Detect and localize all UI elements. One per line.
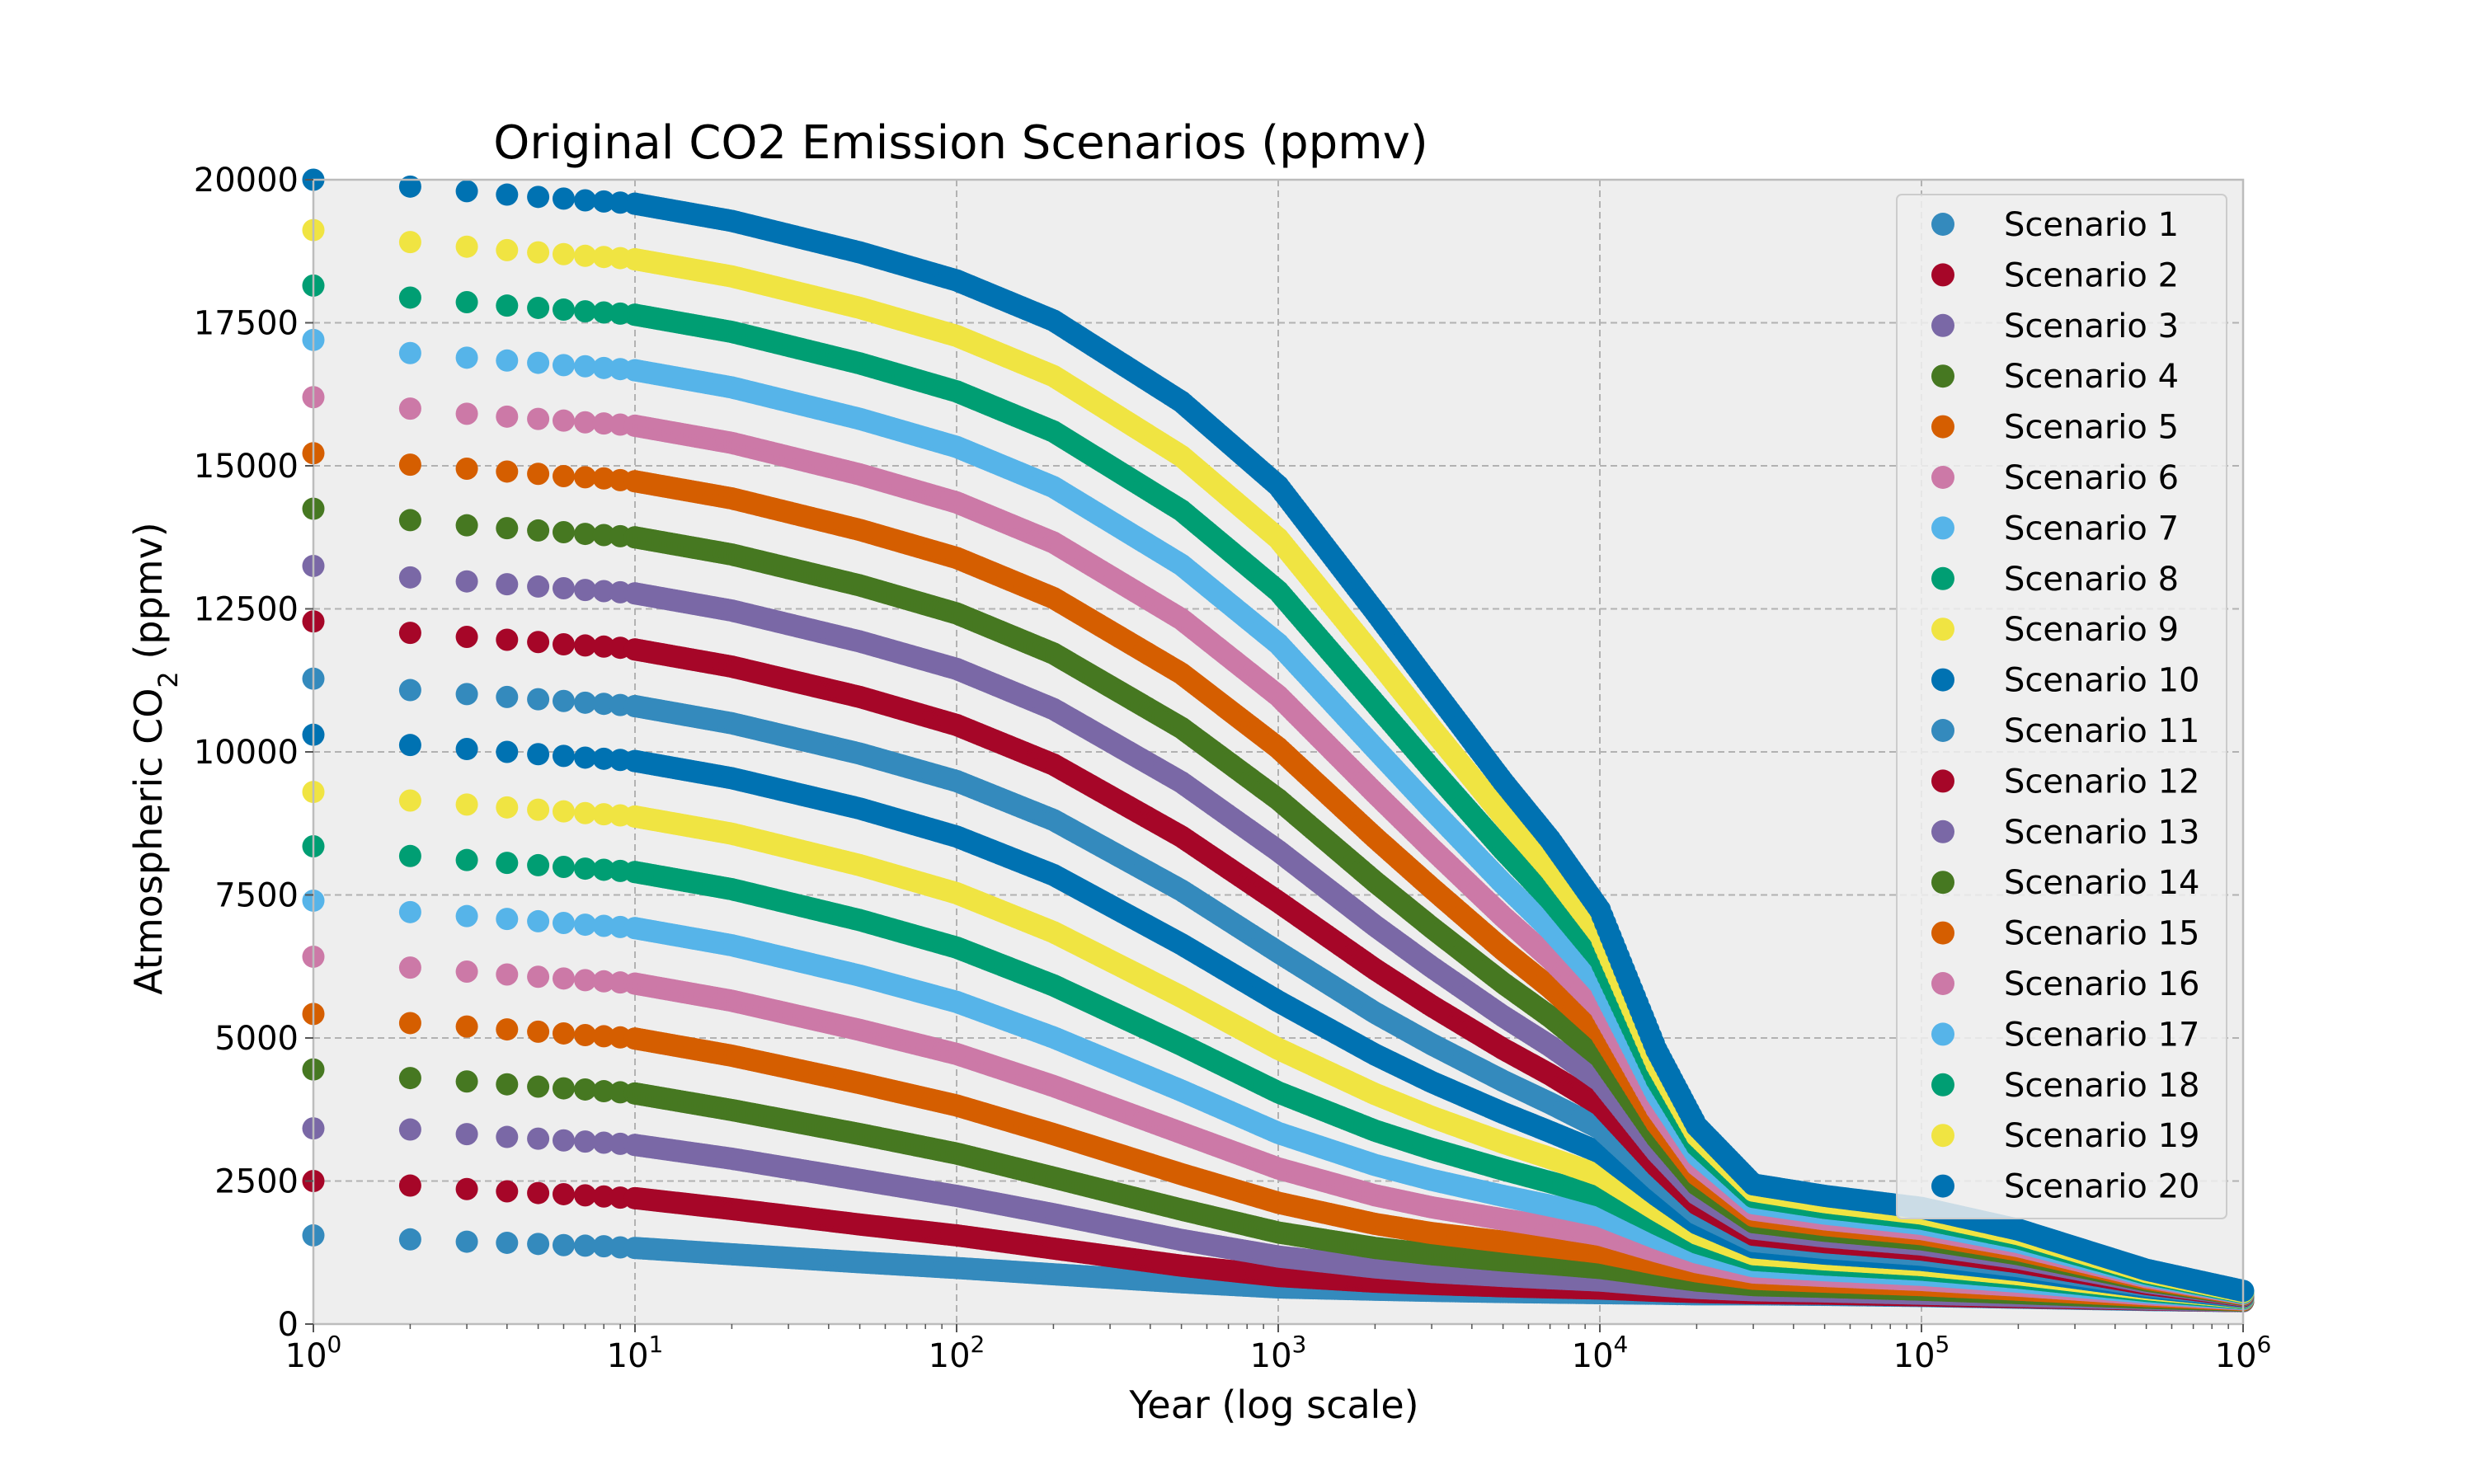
- data-point: [552, 1077, 575, 1100]
- data-point: [398, 1067, 421, 1090]
- data-point: [574, 1234, 597, 1257]
- data-point: [527, 909, 550, 932]
- data-point: [552, 1129, 575, 1152]
- data-point: [552, 912, 575, 935]
- data-point: [527, 798, 550, 821]
- data-point: [496, 1018, 519, 1041]
- data-point: [552, 1233, 575, 1256]
- data-point: [552, 800, 575, 823]
- data-point: [398, 1118, 421, 1141]
- data-series: [302, 168, 2255, 1313]
- data-point: [398, 789, 421, 812]
- data-point: [527, 965, 550, 989]
- data-point: [455, 1177, 478, 1200]
- data-point: [398, 1012, 421, 1035]
- data-point: [552, 1182, 575, 1205]
- data-point: [527, 1020, 550, 1043]
- data-point: [527, 1181, 550, 1205]
- data-point: [574, 1184, 597, 1207]
- data-point: [496, 796, 519, 819]
- data-point: [552, 855, 575, 878]
- data-point: [496, 1073, 519, 1096]
- data-point: [527, 1233, 550, 1256]
- data-point: [527, 853, 550, 876]
- data-point: [455, 904, 478, 928]
- data-point: [592, 1235, 615, 1258]
- data-point: [398, 1174, 421, 1197]
- data-point: [455, 1015, 478, 1038]
- data-point: [552, 1021, 575, 1045]
- data-point: [455, 848, 478, 871]
- data-point: [496, 1231, 519, 1254]
- data-point: [455, 960, 478, 983]
- data-point: [398, 844, 421, 867]
- data-point: [552, 967, 575, 990]
- data-point: [398, 900, 421, 923]
- data-point: [592, 1185, 615, 1208]
- data-point: [527, 1075, 550, 1098]
- data-point: [455, 1123, 478, 1146]
- data-point: [455, 793, 478, 816]
- data-point: [496, 852, 519, 875]
- data-point: [496, 963, 519, 986]
- data-point: [398, 956, 421, 979]
- data-point: [455, 1230, 478, 1253]
- data-point: [496, 1125, 519, 1148]
- data-point: [455, 1070, 478, 1093]
- data-point: [496, 1180, 519, 1203]
- data-point: [496, 908, 519, 931]
- data-point: [527, 1127, 550, 1150]
- data-point: [398, 1228, 421, 1251]
